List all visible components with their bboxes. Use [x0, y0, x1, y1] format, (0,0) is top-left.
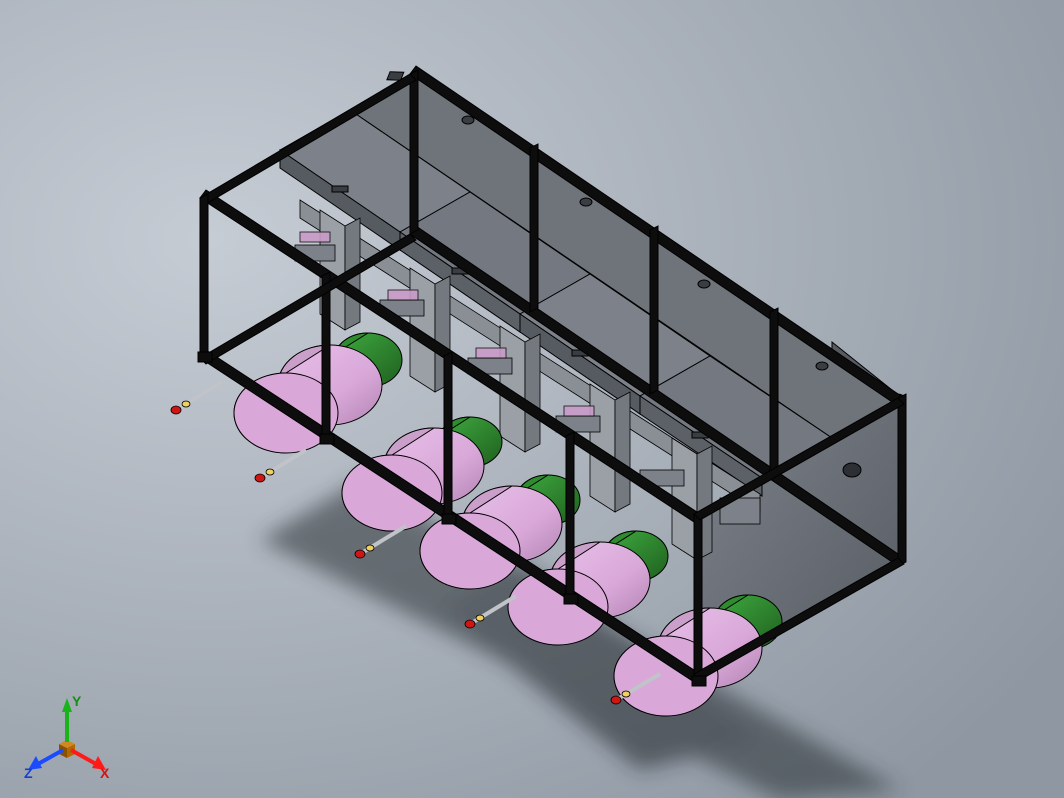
shaft-0 — [171, 382, 222, 414]
axis-z-label: Z — [24, 765, 33, 780]
model-canvas[interactable] — [0, 0, 1064, 798]
axis-y-icon: Y — [62, 693, 82, 742]
axis-y-label: Y — [72, 693, 82, 709]
axis-x-icon: X — [71, 750, 110, 780]
orientation-triad[interactable]: Y X Z — [22, 690, 112, 780]
cad-viewport[interactable]: Y X Z — [0, 0, 1064, 798]
axis-x-label: X — [100, 765, 110, 780]
axis-z-icon: Z — [24, 750, 63, 780]
shaft-1 — [255, 450, 306, 482]
